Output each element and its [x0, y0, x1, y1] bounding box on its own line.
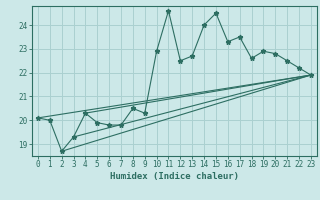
X-axis label: Humidex (Indice chaleur): Humidex (Indice chaleur) — [110, 172, 239, 181]
